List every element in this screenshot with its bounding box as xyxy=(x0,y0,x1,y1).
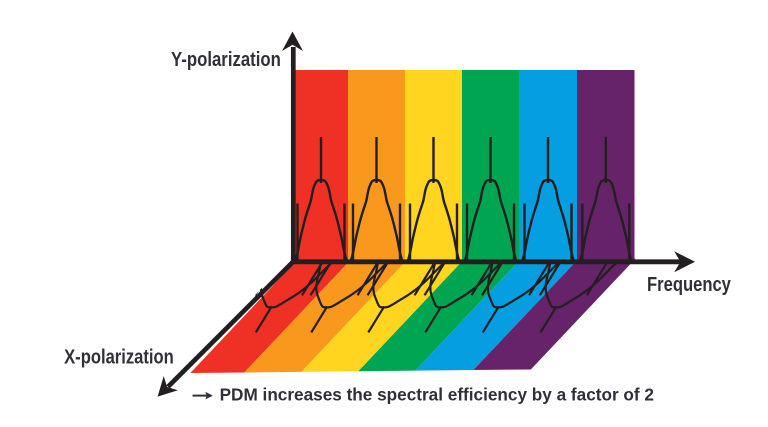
svg-text:X-polarization: X-polarization xyxy=(64,345,174,368)
svg-text:PDM increases the spectral eff: PDM increases the spectral efficiency by… xyxy=(220,384,654,404)
svg-text:Y-polarization: Y-polarization xyxy=(171,47,281,70)
svg-text:Frequency: Frequency xyxy=(647,272,731,295)
